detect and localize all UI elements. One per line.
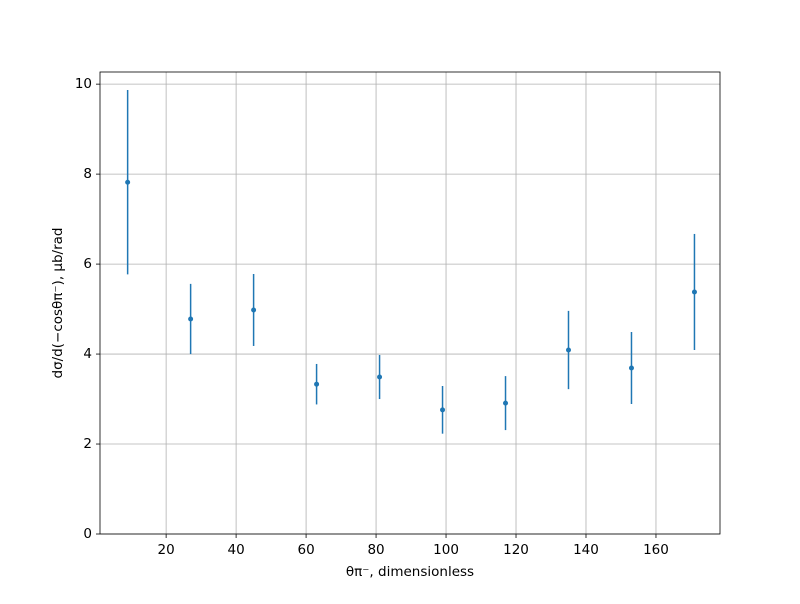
y-tick-label: 4 [83, 346, 92, 362]
y-tick-label: 8 [83, 166, 92, 182]
data-point [377, 374, 383, 380]
data-point [691, 289, 697, 295]
x-axis-label: θπ⁻, dimensionless [346, 564, 474, 580]
x-tick-label: 120 [503, 542, 529, 558]
x-tick-label: 140 [573, 542, 599, 558]
y-tick-label: 6 [83, 256, 92, 272]
x-tick-label: 40 [228, 542, 245, 558]
y-tick-label: 10 [75, 76, 92, 92]
y-tick-label: 0 [83, 526, 92, 542]
data-point [188, 316, 194, 322]
plot-frame [99, 71, 721, 535]
data-point [628, 365, 634, 371]
x-tick-label: 160 [643, 542, 669, 558]
data-point [251, 307, 257, 313]
data-point [125, 179, 131, 185]
x-tick-label: 60 [297, 542, 314, 558]
y-tick-label: 2 [83, 436, 92, 452]
x-tick-label: 20 [158, 542, 175, 558]
data-point [565, 347, 571, 353]
data-point [440, 407, 446, 413]
data-point [314, 381, 320, 387]
data-point [503, 400, 509, 406]
y-axis-label: dσ/d(−cosθπ⁻), μb/rad [50, 228, 66, 379]
x-tick-label: 80 [367, 542, 384, 558]
x-tick-label: 100 [433, 542, 459, 558]
